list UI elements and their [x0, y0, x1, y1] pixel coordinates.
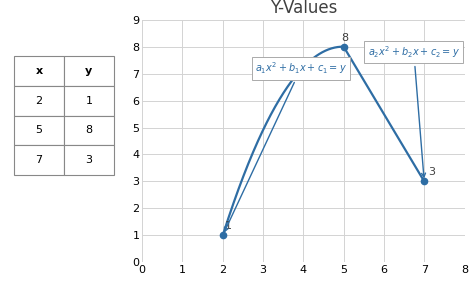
Title: Y-Values: Y-Values [270, 0, 337, 17]
Text: 3: 3 [428, 168, 435, 177]
Text: $a_2x^2 + b_2x + c_2 = y$: $a_2x^2 + b_2x + c_2 = y$ [368, 44, 460, 177]
Text: $a_1x^2 + b_1x + c_1 = y$: $a_1x^2 + b_1x + c_1 = y$ [225, 60, 347, 232]
Text: 8: 8 [342, 33, 349, 43]
Text: 1: 1 [225, 221, 232, 231]
